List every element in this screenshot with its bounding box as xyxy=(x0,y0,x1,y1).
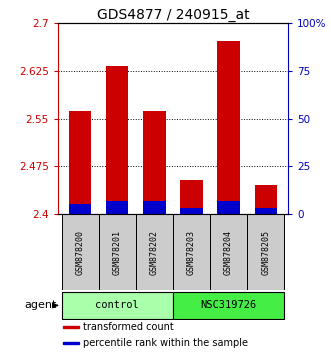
Bar xyxy=(255,208,277,214)
Bar xyxy=(143,111,166,214)
Bar xyxy=(106,66,128,214)
Bar xyxy=(63,342,79,344)
Bar xyxy=(180,208,203,214)
Bar xyxy=(210,214,247,290)
Bar xyxy=(255,185,277,214)
Text: GSM878205: GSM878205 xyxy=(261,230,270,275)
Bar xyxy=(247,214,284,290)
Bar xyxy=(69,205,91,214)
Text: GSM878202: GSM878202 xyxy=(150,230,159,275)
Bar xyxy=(217,201,240,214)
Bar xyxy=(62,292,173,319)
Bar xyxy=(99,214,136,290)
Text: agent: agent xyxy=(25,301,57,310)
Bar xyxy=(217,41,240,214)
Bar xyxy=(136,214,173,290)
Bar xyxy=(69,111,91,214)
Text: transformed count: transformed count xyxy=(83,322,174,332)
Bar xyxy=(180,179,203,214)
Bar xyxy=(143,201,166,214)
Bar xyxy=(173,292,284,319)
Text: NSC319726: NSC319726 xyxy=(201,300,257,310)
Text: GSM878203: GSM878203 xyxy=(187,230,196,275)
Text: percentile rank within the sample: percentile rank within the sample xyxy=(83,338,248,348)
Bar xyxy=(106,201,128,214)
Bar xyxy=(63,326,79,328)
Text: GSM878204: GSM878204 xyxy=(224,230,233,275)
Title: GDS4877 / 240915_at: GDS4877 / 240915_at xyxy=(97,8,249,22)
Bar xyxy=(173,214,210,290)
Text: GSM878200: GSM878200 xyxy=(76,230,85,275)
Bar xyxy=(62,214,99,290)
Text: GSM878201: GSM878201 xyxy=(113,230,122,275)
Text: control: control xyxy=(95,300,139,310)
